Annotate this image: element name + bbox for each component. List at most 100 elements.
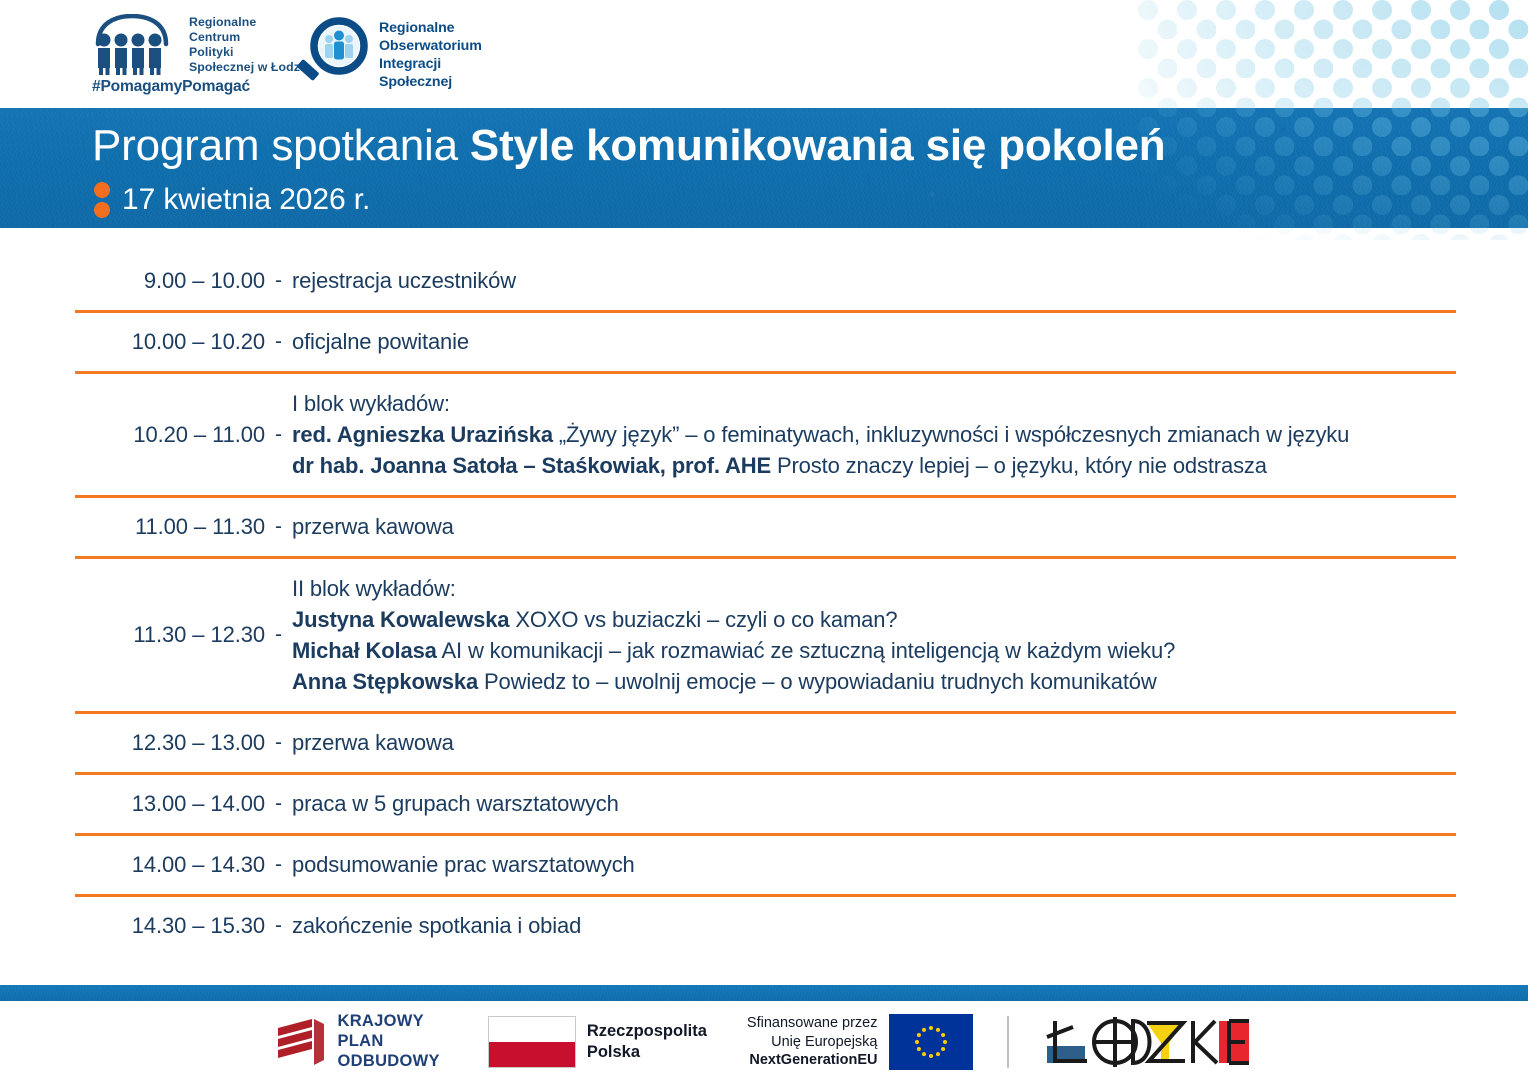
schedule-row-dash: - bbox=[275, 853, 282, 877]
rois-logo-text: Regionalne Obserwatorium Integracji Społ… bbox=[379, 19, 482, 92]
schedule-table: 9.00 – 10.00- rejestracja uczestników 10.0… bbox=[75, 252, 1456, 955]
schedule-row-line: I blok wykładów: bbox=[292, 388, 1456, 419]
footer-blue-rule bbox=[0, 985, 1528, 1001]
talk-text: podsumowanie prac warsztatowych bbox=[292, 852, 635, 878]
schedule-row-time: 10.20 – 11.00 bbox=[133, 421, 265, 447]
talk-text: praca w 5 grupach warsztatowych bbox=[292, 791, 619, 817]
schedule-row-description: podsumowanie prac warsztatowych bbox=[292, 850, 1456, 880]
schedule-row-time: 11.30 – 12.30 bbox=[133, 622, 265, 648]
rois-line-2: Obserwatorium bbox=[379, 37, 482, 54]
row-separator bbox=[75, 772, 1456, 776]
rcps-line-3: Polityki bbox=[189, 45, 234, 59]
rois-line-4: Społecznej bbox=[379, 74, 453, 91]
schedule-row-dash: - bbox=[275, 269, 282, 292]
eu-funding-logo: Sfinansowane przez Unię Europejską NextG… bbox=[747, 1014, 973, 1071]
talk-text: II blok wykładów: bbox=[292, 576, 456, 602]
schedule-row: 11.30 – 12.30- II blok wykładów: Justyna K… bbox=[75, 559, 1456, 711]
schedule-row-dash: - bbox=[275, 623, 282, 647]
schedule-row-time: 13.00 – 14.00 bbox=[131, 791, 265, 817]
schedule-row-time: 11.00 – 11.30 bbox=[134, 514, 265, 540]
schedule-row-line: Justyna Kowalewska XOXO vs buziaczki – c… bbox=[292, 604, 1456, 635]
banner-halftone-dots bbox=[1138, 108, 1528, 228]
event-date-row: 17 kwietnia 2026 r. bbox=[92, 182, 370, 218]
schedule-row-description: I blok wykładów: red. Agnieszka Urazińska… bbox=[292, 388, 1456, 481]
talk-text: „Żywy język” – o feminatywach, inkluzywn… bbox=[552, 422, 1350, 448]
schedule-row-line: Michał Kolasa AI w komunikacji – jak roz… bbox=[292, 635, 1456, 666]
schedule-row-time: 14.00 – 14.30 bbox=[131, 852, 265, 878]
schedule-row-time: 9.00 – 10.00 bbox=[143, 268, 265, 293]
schedule-row-line: Anna Stępkowska Powiedz to – uwolnij emo… bbox=[292, 666, 1456, 697]
schedule-row-dash: - bbox=[275, 422, 282, 446]
poland-logo-text: Rzeczpospolita Polska bbox=[587, 1021, 707, 1062]
row-separator bbox=[75, 371, 1456, 374]
schedule-row-line: oficjalne powitanie bbox=[292, 327, 1456, 357]
schedule-row-dash: - bbox=[275, 330, 282, 353]
schedule-row-description: rejestracja uczestników bbox=[292, 266, 1456, 296]
kpo-logo: KRAJOWY PLAN ODBUDOWY bbox=[274, 1012, 440, 1071]
schedule-row-time: 12.30 – 13.00 bbox=[131, 730, 265, 756]
poland-flag-icon bbox=[487, 1016, 576, 1068]
kpo-line-1: KRAJOWY bbox=[337, 1012, 424, 1031]
schedule-row-line: rejestracja uczestników bbox=[292, 266, 1456, 296]
schedule-row: 14.30 – 15.30- zakończenie spotkania i ob… bbox=[75, 897, 1456, 955]
rcps-line-4: Społecznej w Łodzi bbox=[189, 60, 304, 74]
talk-text: zakończenie spotkania i obiad bbox=[292, 913, 582, 939]
speaker-name: Anna Stępkowska bbox=[292, 669, 479, 695]
kpo-building-icon bbox=[277, 1018, 324, 1065]
eu-line-3: NextGenerationEU bbox=[749, 1052, 878, 1069]
row-separator bbox=[75, 310, 1456, 313]
page-header: Regionalne Centrum Polityki Społecznej w… bbox=[0, 0, 1528, 108]
schedule-row-line: red. Agnieszka Urazińska „Żywy język” – … bbox=[292, 419, 1456, 450]
schedule-row-description: przerwa kawowa bbox=[292, 728, 1456, 758]
talk-text: oficjalne powitanie bbox=[292, 329, 469, 355]
rois-logo: Regionalne Obserwatorium Integracji Społ… bbox=[291, 17, 482, 93]
schedule-row: 11.00 – 11.30- przerwa kawowa bbox=[75, 498, 1456, 556]
row-separator bbox=[75, 711, 1456, 715]
poland-logo: Rzeczpospolita Polska bbox=[487, 1016, 707, 1068]
schedule-row-line: praca w 5 grupach warsztatowych bbox=[292, 789, 1456, 819]
schedule-row-description: przerwa kawowa bbox=[292, 512, 1456, 542]
schedule-row-line: podsumowanie prac warsztatowych bbox=[292, 850, 1456, 880]
schedule-row-description: praca w 5 grupach warsztatowych bbox=[292, 789, 1456, 819]
schedule-row-line: przerwa kawowa bbox=[292, 728, 1456, 758]
poland-line-1: Rzeczpospolita bbox=[586, 1022, 707, 1041]
rois-line-1: Regionalne bbox=[379, 19, 455, 36]
rois-line-3: Integracji bbox=[379, 56, 442, 72]
row-separator bbox=[75, 556, 1456, 560]
schedule-row-line: zakończenie spotkania i obiad bbox=[292, 911, 1456, 941]
poland-line-2: Polska bbox=[586, 1043, 641, 1061]
rcps-hashtag: #PomagamyPomagać bbox=[92, 78, 251, 95]
row-separator bbox=[75, 833, 1456, 837]
rcps-line-2: Centrum bbox=[189, 30, 241, 44]
talk-text: Prosto znaczy lepiej – o języku, który n… bbox=[771, 453, 1267, 479]
eu-flag-icon bbox=[888, 1014, 973, 1070]
rcps-line-1: Regionalne bbox=[189, 15, 257, 29]
schedule-row-line: dr hab. Joanna Satoła – Staśkowiak, prof… bbox=[292, 450, 1456, 481]
eu-funding-text: Sfinansowane przez Unię Europejską NextG… bbox=[747, 1014, 878, 1071]
schedule-row: 12.30 – 13.00- przerwa kawowa bbox=[75, 714, 1456, 772]
lodzkie-logo bbox=[1043, 1013, 1255, 1071]
schedule-row: 14.00 – 14.30- podsumowanie prac warsztat… bbox=[75, 836, 1456, 894]
schedule-row-dash: - bbox=[275, 731, 282, 755]
talk-text: rejestracja uczestników bbox=[292, 268, 516, 294]
lodzkie-wordmark-icon bbox=[1045, 1017, 1249, 1067]
schedule-row-time: 10.00 – 10.20 bbox=[131, 329, 265, 354]
page-footer: KRAJOWY PLAN ODBUDOWY Rzeczpospolita Pol… bbox=[0, 1004, 1528, 1080]
schedule-row-line: przerwa kawowa bbox=[292, 512, 1456, 542]
page-title: Program spotkania Style komunikowania si… bbox=[92, 121, 1166, 171]
title-banner: Program spotkania Style komunikowania si… bbox=[0, 108, 1528, 228]
schedule-row-time: 14.30 – 15.30 bbox=[131, 913, 265, 939]
row-separator bbox=[75, 495, 1456, 499]
schedule-row-dash: - bbox=[275, 792, 282, 816]
talk-text: Powiedz to – uwolnij emocje – o wypowiad… bbox=[478, 669, 1157, 695]
talk-text: I blok wykładów: bbox=[292, 391, 450, 416]
footer-divider bbox=[1006, 1016, 1009, 1068]
kpo-line-3: ODBUDOWY bbox=[337, 1051, 440, 1070]
event-date: 17 kwietnia 2026 r. bbox=[122, 183, 371, 216]
schedule-row-description: II blok wykładów: Justyna Kowalewska XOXO… bbox=[292, 573, 1456, 697]
page-title-regular: Program spotkania bbox=[92, 121, 470, 170]
speaker-name: Justyna Kowalewska bbox=[292, 607, 510, 633]
schedule-row-dash: - bbox=[275, 515, 282, 539]
kpo-line-2: PLAN bbox=[337, 1032, 384, 1051]
talk-text: XOXO vs buziaczki – czyli o co kaman? bbox=[509, 607, 898, 633]
